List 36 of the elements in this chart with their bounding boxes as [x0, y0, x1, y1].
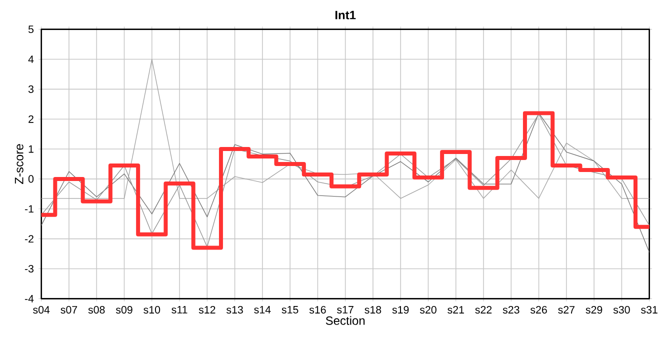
- x-tick-label: s20: [420, 306, 436, 314]
- y-tick-label: -1: [24, 205, 34, 213]
- x-tick-label: s07: [60, 306, 78, 314]
- x-tick-label: s04: [33, 306, 50, 314]
- y-tick-label: -2: [24, 235, 34, 243]
- y-tick-label: 2: [28, 115, 34, 123]
- x-tick-label: s16: [309, 306, 326, 314]
- y-tick-label: 5: [28, 26, 34, 34]
- y-tick-label: 4: [28, 56, 34, 63]
- x-tick-label: s17: [337, 306, 354, 314]
- x-tick-label: s09: [116, 306, 132, 314]
- y-tick-label: -3: [24, 264, 34, 273]
- x-tick-label: s22: [475, 306, 492, 314]
- x-tick-label: s30: [613, 306, 630, 314]
- x-tick-label: s18: [364, 306, 382, 314]
- y-tick-label: 1: [28, 145, 34, 153]
- x-tick-label: s26: [530, 306, 547, 314]
- x-tick-label: s08: [88, 306, 105, 314]
- x-tick-label: s13: [226, 306, 243, 314]
- y-axis-title: Z-score: [14, 144, 24, 184]
- y-tick-label: 3: [28, 85, 34, 93]
- x-tick-label: s12: [198, 306, 216, 314]
- chart-title: Int1: [335, 10, 356, 20]
- x-tick-label: s15: [282, 306, 298, 314]
- x-tick-label: s31: [641, 306, 658, 314]
- x-tick-label: s19: [392, 306, 409, 314]
- x-tick-label: s23: [502, 306, 520, 314]
- x-tick-label: s10: [144, 306, 160, 314]
- x-tick-label: s14: [254, 306, 271, 314]
- x-axis-title: Section: [326, 316, 365, 325]
- y-tick-label: 0: [28, 175, 34, 183]
- x-tick-label: s27: [558, 306, 574, 314]
- y-tick-label: -4: [24, 294, 34, 302]
- x-tick-label: s21: [448, 306, 464, 314]
- x-tick-label: s29: [586, 306, 602, 314]
- x-tick-label: s11: [172, 306, 188, 314]
